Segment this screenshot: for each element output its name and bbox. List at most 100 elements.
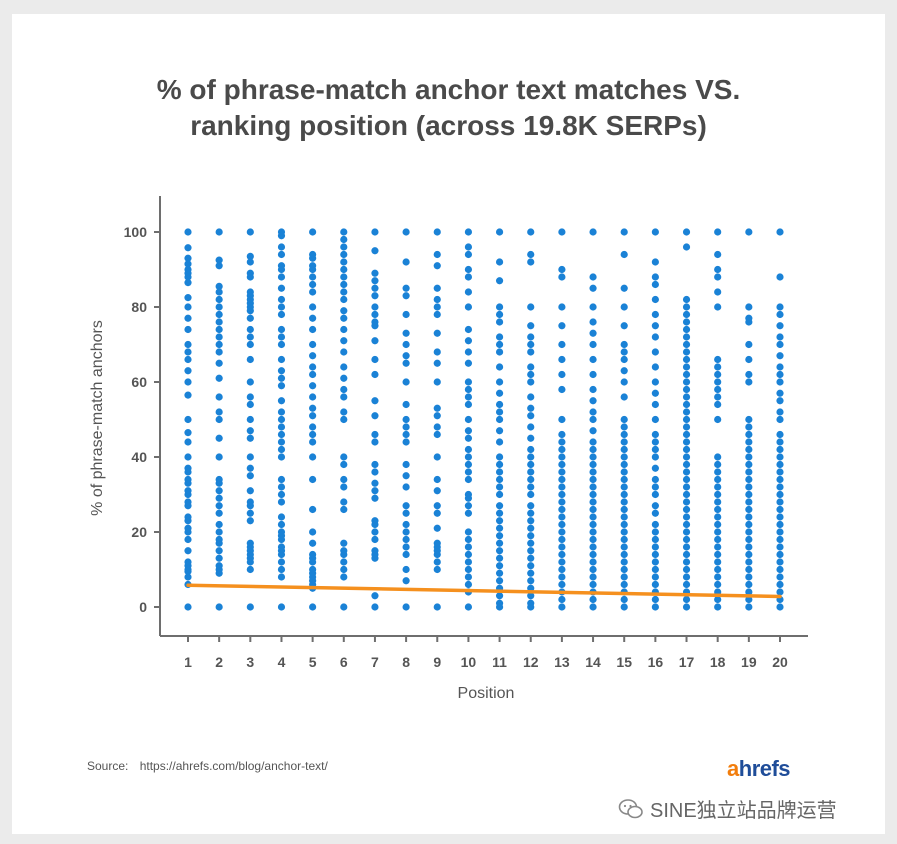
data-point [620, 355, 628, 364]
data-point [651, 415, 659, 424]
data-point [246, 355, 254, 364]
data-point [745, 228, 753, 236]
data-point [745, 423, 753, 431]
data-point [309, 273, 317, 281]
data-point [340, 228, 348, 236]
data-point [589, 483, 597, 491]
x-axis-label: Position [458, 685, 515, 702]
data-point [558, 438, 566, 446]
data-point [682, 490, 691, 499]
data-point [589, 303, 597, 311]
data-point [589, 535, 597, 544]
data-point [558, 550, 566, 559]
logo-a: a [727, 756, 739, 781]
data-point [215, 453, 223, 461]
data-point [184, 294, 192, 302]
data-point [215, 528, 223, 536]
data-point [589, 427, 597, 435]
data-point [589, 580, 597, 589]
y-tick-label: 0 [139, 599, 147, 615]
data-point [215, 359, 223, 367]
data-point [277, 333, 286, 341]
data-point [277, 303, 286, 311]
data-point [527, 412, 535, 420]
data-point [309, 412, 317, 420]
data-point [309, 280, 317, 289]
data-point [745, 460, 753, 469]
data-point [246, 603, 254, 611]
data-point [371, 430, 379, 439]
data-point [651, 550, 659, 559]
data-point [776, 483, 784, 491]
data-point [651, 509, 659, 517]
data-point [589, 468, 597, 476]
data-point [558, 273, 566, 281]
data-point [402, 520, 410, 529]
data-point [651, 490, 659, 499]
data-point [589, 565, 597, 574]
data-point [340, 393, 348, 401]
data-point [433, 423, 441, 431]
data-point [309, 453, 317, 461]
data-point [340, 475, 348, 484]
data-point [184, 228, 192, 236]
data-point [402, 415, 410, 424]
data-point [309, 382, 317, 390]
data-point [589, 445, 597, 454]
data-point [527, 434, 535, 442]
data-point [714, 573, 722, 581]
data-point [682, 498, 691, 506]
data-point [309, 404, 317, 412]
data-point [340, 460, 348, 469]
data-point [776, 363, 784, 371]
data-point [682, 520, 691, 529]
data-point [464, 400, 473, 409]
data-point [776, 228, 784, 236]
data-point [651, 520, 659, 529]
data-point [651, 310, 659, 319]
data-point [277, 453, 286, 461]
data-point [620, 505, 628, 514]
data-point [433, 558, 441, 566]
data-point [371, 228, 379, 236]
data-point [745, 603, 753, 611]
data-point [714, 288, 722, 296]
data-point [558, 475, 566, 484]
data-point [776, 603, 784, 611]
data-point [371, 438, 379, 446]
data-point [371, 412, 379, 420]
data-point [682, 430, 691, 439]
y-tick-label: 80 [131, 299, 147, 315]
data-point [184, 260, 192, 268]
data-point [215, 295, 223, 304]
data-point [277, 295, 286, 304]
x-tick-label: 16 [648, 654, 664, 670]
data-point [495, 460, 504, 469]
data-point [682, 453, 691, 461]
data-point [558, 558, 566, 566]
data-point [589, 505, 597, 514]
data-point [620, 490, 628, 499]
source-url[interactable]: https://ahrefs.com/blog/anchor-text/ [139, 759, 328, 773]
data-point [340, 453, 348, 461]
data-point [776, 310, 784, 319]
data-point [246, 434, 254, 442]
data-point [371, 494, 379, 502]
data-point [589, 573, 597, 581]
data-point [651, 280, 659, 289]
data-point [495, 258, 504, 266]
data-point [277, 565, 286, 574]
data-point [371, 468, 379, 476]
data-point [745, 445, 753, 454]
data-point [558, 340, 566, 349]
data-point [464, 337, 473, 345]
data-point [464, 243, 473, 251]
data-point [464, 445, 473, 454]
data-point [527, 592, 535, 600]
data-point [527, 524, 535, 532]
data-point [558, 535, 566, 544]
data-point [277, 415, 286, 424]
data-point [714, 520, 722, 529]
chart-title: % of phrase-match anchor text matches VS… [12, 72, 885, 144]
data-point [277, 438, 286, 446]
